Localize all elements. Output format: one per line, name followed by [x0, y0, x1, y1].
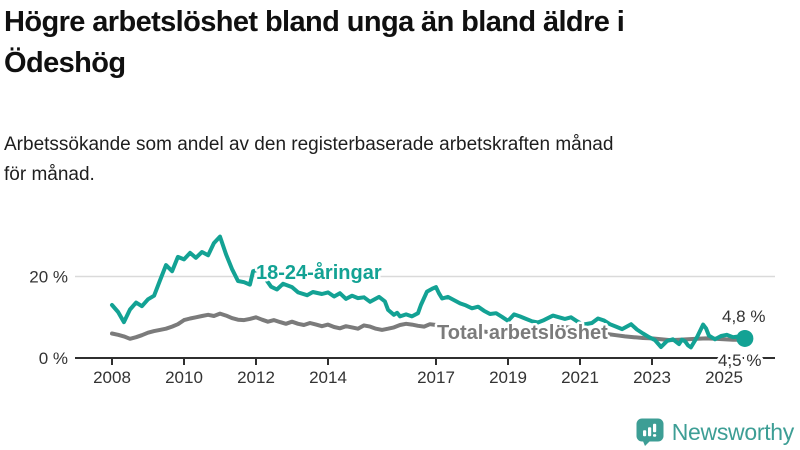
series-end-dot [736, 329, 754, 347]
newsworthy-wordmark: Newsworthy [671, 418, 795, 445]
x-tick-label: 2010 [165, 368, 203, 387]
series-label-total: Total arbetslöshet [437, 322, 608, 344]
x-tick-label: 2025 [705, 368, 743, 387]
line-chart: 20 % 0 % 2008 2010 2012 2014 2017 2019 2021 2023 2… [29, 234, 775, 387]
series-label-youth: 18-24-åringar [256, 261, 382, 284]
x-tick-label: 2019 [489, 368, 527, 387]
page-subtitle: Arbetssökande som andel av den registerb… [4, 130, 784, 190]
page-subtitle-line2: för månad. [4, 164, 95, 185]
x-tick-label: 2008 [93, 368, 131, 387]
series-line-total [110, 311, 744, 343]
page-title-line2: Ödeshög [4, 47, 126, 79]
y-tick-label: 20 % [29, 268, 68, 287]
x-tick-label: 2014 [309, 368, 347, 387]
x-tick-label: 2012 [237, 368, 275, 387]
newsworthy-logo[interactable]: Newsworthy [636, 418, 794, 446]
page-subtitle-line1: Arbetssökande som andel av den registerb… [4, 134, 614, 155]
newsworthy-bar-chart-icon [636, 418, 664, 446]
page-title: Högre arbetslöshet bland unga än bland ä… [4, 2, 784, 84]
x-tick-label: 2017 [417, 368, 455, 387]
end-value-label-total: 4,5 % [718, 351, 761, 370]
x-tick-label: 2023 [633, 368, 671, 387]
page-title-line1: Högre arbetslöshet bland unga än bland ä… [4, 6, 625, 38]
y-tick-label: 0 % [39, 349, 68, 368]
series-line-youth [110, 234, 747, 350]
end-value-label-youth: 4,8 % [722, 307, 765, 326]
x-tick-label: 2021 [561, 368, 599, 387]
